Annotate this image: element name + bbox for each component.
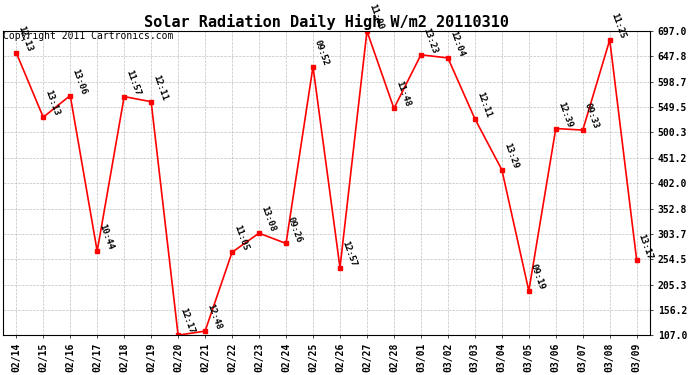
Text: 11:57: 11:57: [124, 68, 142, 97]
Text: 13:23: 13:23: [421, 27, 439, 55]
Text: 12:17: 12:17: [178, 307, 196, 335]
Text: 12:04: 12:04: [448, 30, 466, 58]
Text: 10:44: 10:44: [97, 223, 115, 251]
Title: Solar Radiation Daily High W/m2 20110310: Solar Radiation Daily High W/m2 20110310: [144, 14, 509, 30]
Text: 13:08: 13:08: [259, 205, 277, 233]
Text: 12:57: 12:57: [340, 239, 357, 268]
Text: 12:48: 12:48: [205, 303, 223, 331]
Text: 12:11: 12:11: [151, 74, 169, 102]
Text: 13:17: 13:17: [637, 232, 654, 261]
Text: 11:48: 11:48: [394, 80, 411, 108]
Text: 13:13: 13:13: [43, 89, 61, 117]
Text: 12:39: 12:39: [555, 100, 573, 129]
Text: 09:33: 09:33: [583, 102, 600, 130]
Text: 13:06: 13:06: [70, 67, 88, 96]
Text: 12:13: 12:13: [17, 24, 34, 53]
Text: 12:11: 12:11: [475, 90, 493, 119]
Text: 09:19: 09:19: [529, 262, 546, 291]
Text: 11:00: 11:00: [367, 3, 384, 31]
Text: 11:25: 11:25: [610, 12, 627, 40]
Text: 13:29: 13:29: [502, 141, 520, 170]
Text: Copyright 2011 Cartronics.com: Copyright 2011 Cartronics.com: [3, 31, 173, 41]
Text: 11:05: 11:05: [232, 224, 250, 252]
Text: 09:26: 09:26: [286, 215, 304, 243]
Text: 09:52: 09:52: [313, 38, 331, 67]
